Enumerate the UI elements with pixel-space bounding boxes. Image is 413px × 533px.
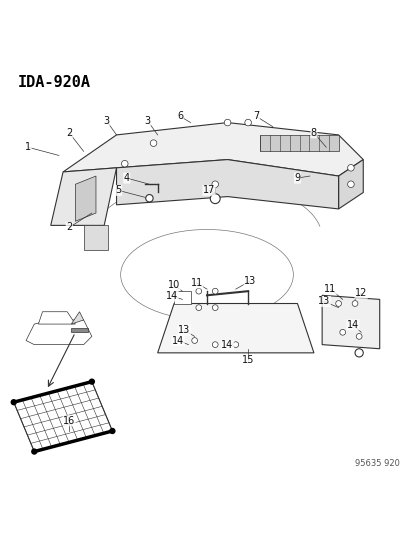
Circle shape [356, 334, 361, 340]
Circle shape [347, 165, 354, 171]
Polygon shape [63, 123, 362, 176]
Text: 10: 10 [168, 280, 180, 290]
Polygon shape [51, 168, 116, 225]
Polygon shape [14, 382, 112, 451]
Text: 17: 17 [202, 185, 215, 196]
Circle shape [150, 140, 157, 147]
Circle shape [212, 305, 218, 311]
Circle shape [191, 337, 197, 343]
Circle shape [347, 181, 354, 188]
Text: 95635 920: 95635 920 [354, 459, 399, 468]
Circle shape [244, 119, 251, 126]
Circle shape [11, 400, 16, 405]
Circle shape [195, 305, 201, 311]
Circle shape [211, 181, 218, 188]
Polygon shape [260, 135, 338, 151]
Polygon shape [157, 303, 313, 353]
Text: 15: 15 [241, 356, 254, 365]
Text: 16: 16 [63, 416, 75, 426]
Circle shape [210, 193, 220, 204]
Polygon shape [321, 295, 379, 349]
Text: 13: 13 [178, 325, 190, 335]
Text: 2: 2 [66, 128, 72, 138]
Polygon shape [71, 312, 83, 324]
Text: 14: 14 [166, 291, 178, 301]
Text: 3: 3 [144, 116, 150, 125]
Circle shape [110, 429, 115, 433]
Polygon shape [75, 176, 96, 221]
Circle shape [233, 342, 238, 348]
Text: 6: 6 [177, 111, 183, 122]
Circle shape [212, 342, 218, 348]
Circle shape [351, 301, 357, 306]
Polygon shape [83, 225, 108, 250]
Text: 12: 12 [354, 288, 366, 298]
Text: 3: 3 [103, 116, 109, 125]
Circle shape [339, 329, 345, 335]
Circle shape [89, 379, 94, 384]
Circle shape [354, 349, 362, 357]
Text: IDA-920A: IDA-920A [18, 75, 90, 90]
Text: 5: 5 [115, 185, 121, 196]
Polygon shape [174, 291, 190, 303]
Polygon shape [116, 159, 338, 209]
Circle shape [121, 160, 128, 167]
Circle shape [145, 195, 153, 202]
Circle shape [224, 119, 230, 126]
Text: 13: 13 [244, 276, 256, 286]
Text: 14: 14 [172, 335, 184, 345]
Circle shape [32, 449, 37, 454]
Text: 9: 9 [294, 173, 300, 183]
Text: 1: 1 [25, 142, 31, 152]
Text: 11: 11 [323, 284, 336, 294]
Circle shape [212, 288, 218, 294]
Text: 13: 13 [317, 296, 330, 306]
Text: 8: 8 [310, 128, 316, 138]
Polygon shape [338, 159, 362, 209]
Text: 14: 14 [221, 341, 233, 351]
Polygon shape [71, 328, 88, 332]
Polygon shape [26, 320, 92, 345]
Text: 4: 4 [123, 173, 130, 183]
Text: 14: 14 [346, 320, 358, 330]
Circle shape [335, 301, 341, 306]
Circle shape [195, 288, 201, 294]
Text: 7: 7 [253, 111, 259, 122]
Text: 2: 2 [66, 222, 72, 232]
Text: 11: 11 [190, 278, 202, 288]
Polygon shape [38, 312, 75, 324]
